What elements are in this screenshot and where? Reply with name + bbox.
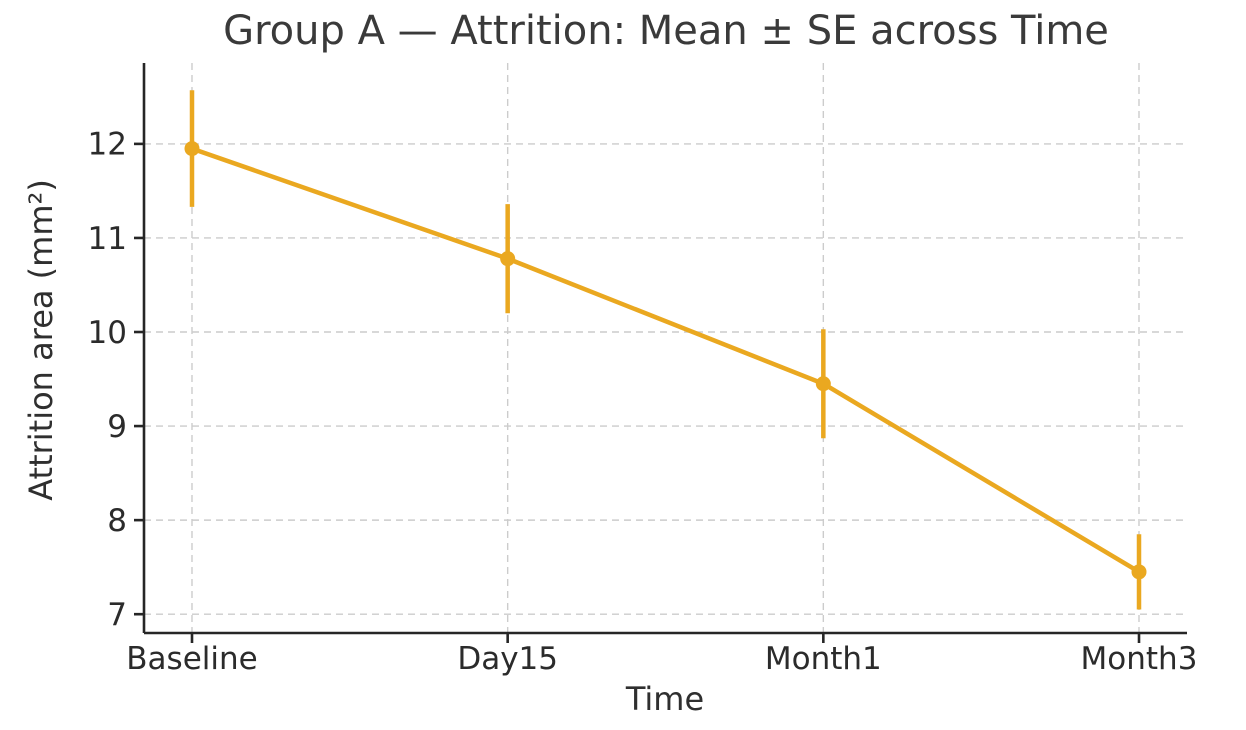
x-tick-label: Month1 [765,641,882,677]
series-group [184,90,1147,610]
y-tick-label: 7 [107,597,127,633]
axis-layer: 7 8 9 10 11 12 Baseline Day15 Month1 Month3 [88,63,1198,677]
data-point [815,376,831,392]
x-tick-label: Day15 [457,641,558,677]
data-point [1131,564,1147,580]
x-axis-label: Time [625,680,704,718]
y-tick-label: 12 [88,127,127,163]
x-tick-label: Month3 [1081,641,1198,677]
y-axis-label: Attrition area (mm²) [22,179,60,501]
data-point [500,251,516,267]
series-line [189,146,1142,575]
data-point [184,141,200,157]
y-tick-label: 10 [88,315,127,351]
tick-layer: 7 8 9 10 11 12 Baseline Day15 Month1 Month3 [88,127,1198,677]
grid-layer [144,63,1187,633]
y-tick-label: 8 [107,503,127,539]
y-tick-label: 11 [88,221,127,257]
x-tick-label: Baseline [126,641,257,677]
y-tick-label: 9 [107,409,127,445]
chart-title: Group A — Attrition: Mean ± SE across Ti… [223,8,1109,54]
